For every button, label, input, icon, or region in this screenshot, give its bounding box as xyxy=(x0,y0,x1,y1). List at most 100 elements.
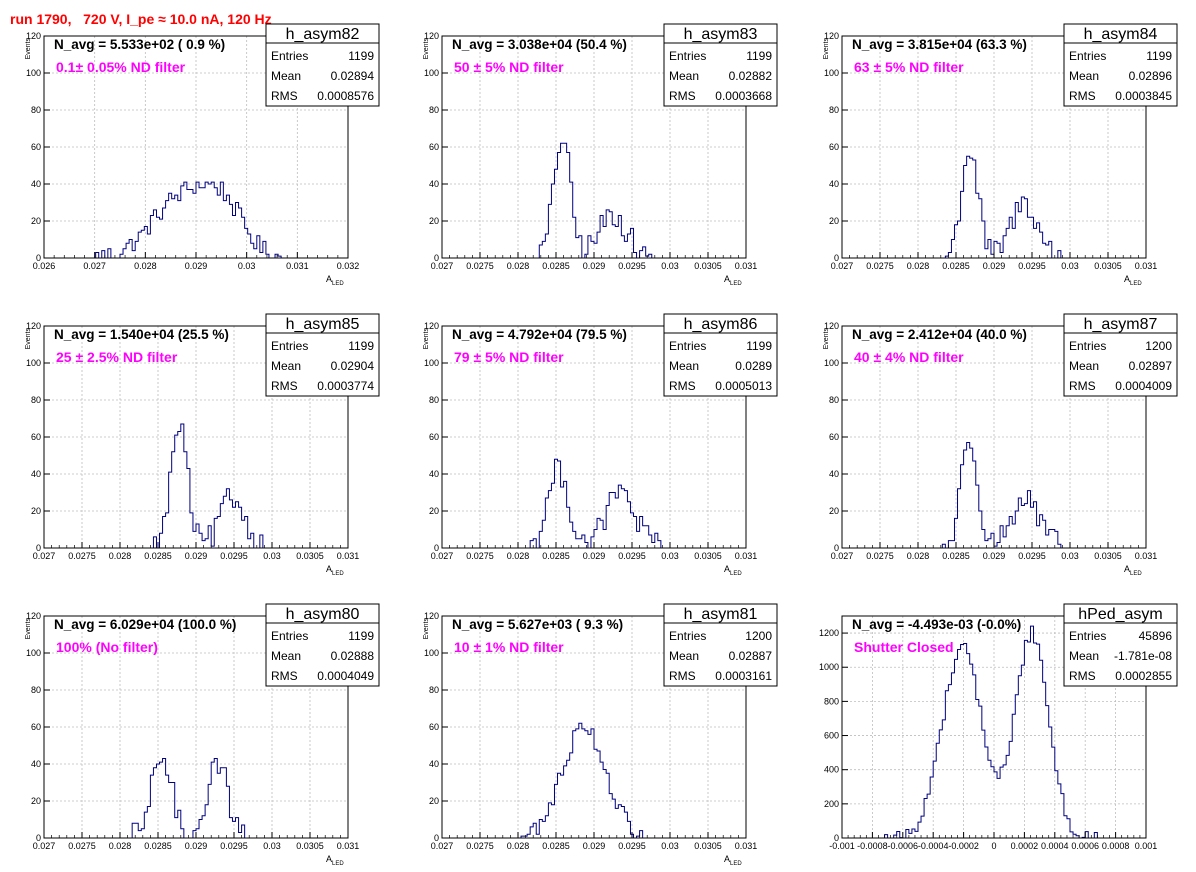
y-tick-label: 100 xyxy=(424,358,439,368)
x-tick-label: 0.0295 xyxy=(220,551,248,561)
navg-label: N_avg = 4.792e+04 (79.5 %) xyxy=(452,327,627,342)
stats-box-frame xyxy=(663,603,778,687)
y-tick-label: 80 xyxy=(31,395,41,405)
y-tick-label: 100 xyxy=(26,68,41,78)
x-tick-label: 0.0275 xyxy=(866,551,894,561)
x-tick-label: 0.028 xyxy=(109,551,132,561)
y-tick-label: 120 xyxy=(824,31,839,41)
stats-box: h_asym86 Entries 1199 Mean 0.0289 RMS 0.000501… xyxy=(663,313,778,397)
x-tick-label: 0.0285 xyxy=(942,551,970,561)
stats-key: Entries xyxy=(669,629,706,643)
stats-key: RMS xyxy=(669,89,696,103)
stats-box-title: hPed_asym xyxy=(1078,606,1163,623)
y-tick-label: 100 xyxy=(26,358,41,368)
x-tick-label: 0.03 xyxy=(263,841,281,851)
stats-box-title: h_asym84 xyxy=(1084,26,1158,43)
y-tick-label: 1200 xyxy=(819,628,839,638)
stats-value: 0.0004009 xyxy=(1115,379,1172,393)
stats-box-frame xyxy=(663,23,778,107)
histogram-panel-h_asym86: 0.027 0.0275 0.028 0.0285 0.029 0.0295 0.03 0.0… xyxy=(423,313,778,577)
y-tick-label: 800 xyxy=(824,696,839,706)
stats-value: 0.02882 xyxy=(729,69,773,83)
x-tick-label: 0.029 xyxy=(983,551,1006,561)
x-axis-label-main: A xyxy=(326,274,332,284)
y-tick-label: 100 xyxy=(824,68,839,78)
x-tick-label: 0.029 xyxy=(583,551,606,561)
run-title: run 1790, 720 V, I_pe ≈ 10.0 nA, 120 Hz xyxy=(10,11,272,27)
stats-key: RMS xyxy=(1069,379,1096,393)
x-tick-label: 0.0275 xyxy=(466,841,494,851)
y-tick-label: 400 xyxy=(824,765,839,775)
histogram-panel-h_asym85: 0.027 0.0275 0.028 0.0285 0.029 0.0295 0.03 0.0… xyxy=(25,313,380,577)
x-tick-label: 0.0008 xyxy=(1102,841,1130,851)
y-tick-label: 40 xyxy=(829,179,839,189)
x-axis-label-main: A xyxy=(326,854,332,864)
x-tick-label: 0.0004 xyxy=(1041,841,1069,851)
stats-box-frame xyxy=(663,313,778,397)
stats-value: 0.02894 xyxy=(331,69,375,83)
y-tick-label: 120 xyxy=(424,611,439,621)
y-tick-label: 40 xyxy=(429,759,439,769)
x-axis-label-sub: LED xyxy=(1130,281,1142,287)
stats-value: 0.0003668 xyxy=(715,89,772,103)
stats-value: 0.0003161 xyxy=(715,669,772,683)
stats-box-title: h_asym87 xyxy=(1084,316,1158,333)
y-tick-label: 40 xyxy=(31,759,41,769)
x-tick-label: 0.028 xyxy=(134,261,157,271)
x-tick-label: 0.0295 xyxy=(618,551,646,561)
x-tick-label: 0.03 xyxy=(238,261,256,271)
filter-label: 79 ± 5% ND filter xyxy=(454,349,564,365)
y-axis-label: Events xyxy=(423,328,430,350)
stats-box: hPed_asym Entries 45896 Mean -1.781e-08 RMS 0.… xyxy=(1063,603,1178,687)
histogram-line xyxy=(44,181,348,259)
x-axis-label-main: A xyxy=(326,564,332,574)
filter-label: 0.1± 0.05% ND filter xyxy=(56,59,186,75)
x-tick-label: 0.0295 xyxy=(618,261,646,271)
stats-box-frame xyxy=(1063,23,1178,107)
y-tick-label: 100 xyxy=(424,68,439,78)
x-axis-label: ALED xyxy=(326,564,344,577)
stats-key: Mean xyxy=(669,69,699,83)
x-tick-label: 0.027 xyxy=(33,551,56,561)
stats-box-frame xyxy=(1063,313,1178,397)
x-tick-label: 0.0305 xyxy=(1094,551,1122,561)
y-tick-label: 100 xyxy=(824,358,839,368)
x-tick-label: 0.0305 xyxy=(1094,261,1122,271)
y-tick-label: 80 xyxy=(829,105,839,115)
y-tick-label: 40 xyxy=(31,469,41,479)
y-tick-label: 0 xyxy=(434,833,439,843)
x-tick-label: 0.0285 xyxy=(542,551,570,561)
x-axis-label-sub: LED xyxy=(332,571,344,577)
x-tick-label: 0.0275 xyxy=(466,551,494,561)
navg-label: N_avg = 2.412e+04 (40.0 %) xyxy=(852,327,1027,342)
x-axis-label-sub: LED xyxy=(332,861,344,867)
x-tick-label: 0.027 xyxy=(431,551,454,561)
stats-key: Entries xyxy=(1069,49,1106,63)
x-tick-label: 0 xyxy=(991,841,996,851)
stats-value: 0.0004049 xyxy=(317,669,374,683)
x-tick-label: 0.032 xyxy=(337,261,360,271)
x-tick-label: 0.03 xyxy=(661,841,679,851)
x-tick-label: -0.001 xyxy=(829,841,855,851)
y-tick-label: 80 xyxy=(429,105,439,115)
stats-box: h_asym81 Entries 1200 Mean 0.02887 RMS 0.00031… xyxy=(663,603,778,687)
filter-label: 10 ± 1% ND filter xyxy=(454,639,564,655)
stats-key: RMS xyxy=(1069,89,1096,103)
y-tick-label: 1000 xyxy=(819,662,839,672)
navg-label: N_avg = 5.627e+03 ( 9.3 %) xyxy=(452,617,623,632)
filter-label: 63 ± 5% ND filter xyxy=(854,59,964,75)
x-tick-label: 0.0295 xyxy=(1018,261,1046,271)
y-tick-label: 100 xyxy=(26,648,41,658)
x-tick-label: 0.0275 xyxy=(68,551,96,561)
stats-value: 1199 xyxy=(348,629,374,643)
y-axis-label: Events xyxy=(823,38,830,60)
stats-value: 1200 xyxy=(745,629,772,643)
filter-label: 25 ± 2.5% ND filter xyxy=(56,349,178,365)
x-tick-label: 0.0006 xyxy=(1071,841,1099,851)
x-axis-label: ALED xyxy=(326,854,344,867)
x-tick-label: 0.001 xyxy=(1135,841,1158,851)
x-tick-label: 0.028 xyxy=(507,551,530,561)
y-tick-label: 120 xyxy=(26,321,41,331)
stats-value: 1199 xyxy=(746,49,772,63)
stats-key: Mean xyxy=(1069,69,1099,83)
